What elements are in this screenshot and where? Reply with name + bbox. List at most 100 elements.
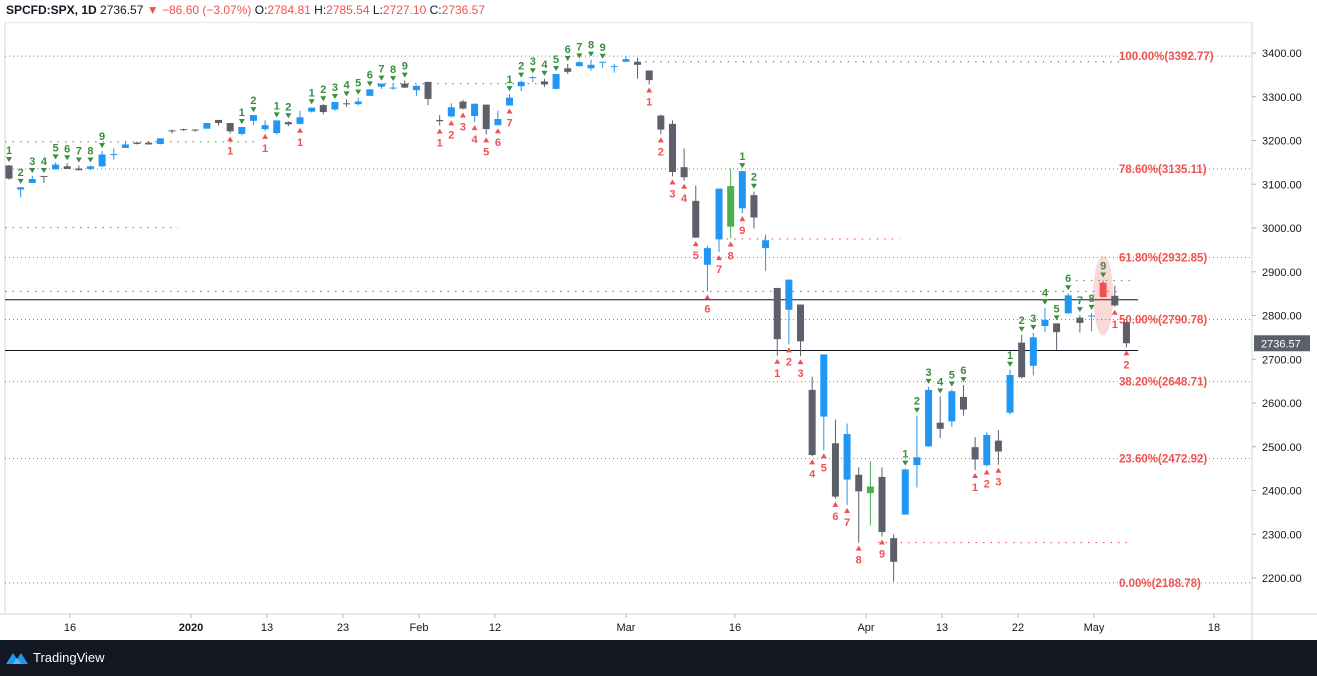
candle-body (1099, 282, 1107, 298)
candle-body (424, 81, 432, 99)
candle-body (587, 64, 595, 69)
candle-body (948, 391, 956, 422)
candle-body (599, 61, 607, 63)
sell-setup-marker (401, 72, 408, 78)
fibonacci-retracement: 100.00%(3392.77) 78.60%(3135.11) 61.80%(29… (5, 51, 1252, 590)
sell-setup-marker (902, 460, 909, 466)
buy-setup-marker (727, 241, 734, 247)
candle-body (17, 187, 25, 190)
time-tick-label: 13 (936, 622, 948, 634)
candle (878, 467, 886, 537)
candle-body (738, 171, 746, 209)
buy-setup-count: 1 (774, 368, 780, 380)
buy-setup-marker (785, 347, 792, 353)
buy-setup-marker (646, 87, 653, 93)
candle-body (901, 469, 909, 515)
candle (831, 419, 839, 499)
candle-body (680, 167, 688, 178)
sell-setup-count: 4 (41, 156, 48, 168)
candle (890, 534, 898, 582)
sell-setup-count: 9 (1100, 261, 1106, 273)
buy-setup-marker (681, 183, 688, 189)
sell-setup-count: 4 (1042, 288, 1049, 300)
fib-level-label: 61.80%(2932.85) (1119, 252, 1207, 264)
time-tick-label: 16 (64, 622, 76, 634)
last-price: 2736.57 (100, 3, 144, 17)
candle (494, 110, 502, 126)
fib-level-label: 23.60%(2472.92) (1119, 454, 1207, 466)
sell-setup-marker (750, 183, 757, 189)
buy-setup-count: 1 (297, 137, 303, 149)
sell-setup-marker (960, 377, 967, 383)
candle-body (459, 101, 467, 109)
chart-panel[interactable]: 100.00%(3392.77) 78.60%(3135.11) 61.80%(29… (0, 21, 1317, 640)
candle (564, 63, 572, 74)
buy-setup-count: 1 (972, 482, 978, 494)
candle-body (1064, 295, 1072, 314)
tradingview-logo-icon[interactable] (6, 650, 30, 666)
high-label: H: (314, 3, 327, 17)
fib-level-label: 78.60%(3135.11) (1119, 164, 1207, 176)
candle (296, 110, 304, 125)
candle (343, 99, 351, 107)
high-value: 2785.54 (326, 3, 370, 17)
candle (40, 175, 48, 183)
candle-body (156, 138, 164, 144)
sell-setup-count: 7 (576, 41, 582, 53)
candle (1111, 285, 1119, 307)
sell-setup-count: 1 (739, 151, 745, 163)
candle (959, 385, 967, 416)
candle (1122, 321, 1130, 348)
candle-body (389, 87, 397, 89)
candle-body (1053, 323, 1061, 333)
candle-body (750, 195, 758, 218)
candle-body (168, 130, 176, 132)
candle-body (1088, 315, 1096, 317)
sell-setup-count: 2 (18, 167, 24, 179)
buy-setup-count: 2 (984, 478, 990, 490)
candle (5, 165, 13, 180)
buy-setup-count: 5 (821, 462, 827, 474)
candle-body (308, 107, 316, 112)
candle (552, 74, 560, 90)
candle-body (5, 165, 13, 179)
sell-setup-count: 2 (285, 101, 291, 113)
buy-setup-count: 3 (797, 368, 803, 380)
candle-body (215, 119, 223, 123)
time-axis: 16 2020 13 23 Feb 12 Mar 16 Apr 13 22 May 18 (64, 614, 1220, 634)
sell-setup-marker (40, 167, 47, 173)
candle-body (983, 434, 991, 466)
candle-body (994, 440, 1002, 452)
symbol-name[interactable]: SPCFD:SPX, 1D (6, 3, 97, 17)
fib-level-label: 0.00%(2188.78) (1119, 578, 1201, 590)
buy-setup-marker (1111, 309, 1118, 315)
sell-setup-marker (99, 143, 106, 148)
candle-body (564, 68, 572, 72)
fib-level-label: 38.20%(2648.71) (1119, 377, 1207, 389)
sell-setup-count: 4 (343, 79, 350, 91)
brand-name[interactable]: TradingView (33, 650, 105, 665)
sell-setup-count: 7 (76, 145, 82, 157)
candle-body (447, 107, 455, 117)
last-price-label: 2736.57 (1261, 338, 1301, 350)
horizontal-lines (5, 299, 1138, 351)
candle-body (506, 97, 514, 106)
buy-setup-marker (459, 112, 466, 118)
candle-body (913, 457, 921, 466)
buy-setup-marker (494, 128, 501, 134)
symbol-header: SPCFD:SPX, 1D 2736.57 ▼ −86.60 (−3.07%) … (0, 0, 1317, 22)
time-tick-label: Apr (857, 622, 874, 634)
sell-setup-count: 4 (937, 376, 944, 388)
sell-setup-marker (1076, 307, 1083, 313)
price-chart[interactable]: 100.00%(3392.77) 78.60%(3135.11) 61.80%(29… (0, 21, 1317, 640)
buy-setup-count: 3 (669, 188, 675, 200)
sell-setup-count: 1 (239, 107, 245, 119)
candle-body (366, 89, 374, 96)
sell-setup-count: 8 (588, 40, 594, 52)
buy-setup-count: 2 (786, 356, 792, 368)
candle-body (121, 144, 129, 148)
sell-setup-marker (913, 407, 920, 413)
sell-setup-marker (6, 157, 12, 162)
sell-setup-marker (320, 96, 327, 102)
buy-setup-count: 3 (460, 121, 466, 133)
